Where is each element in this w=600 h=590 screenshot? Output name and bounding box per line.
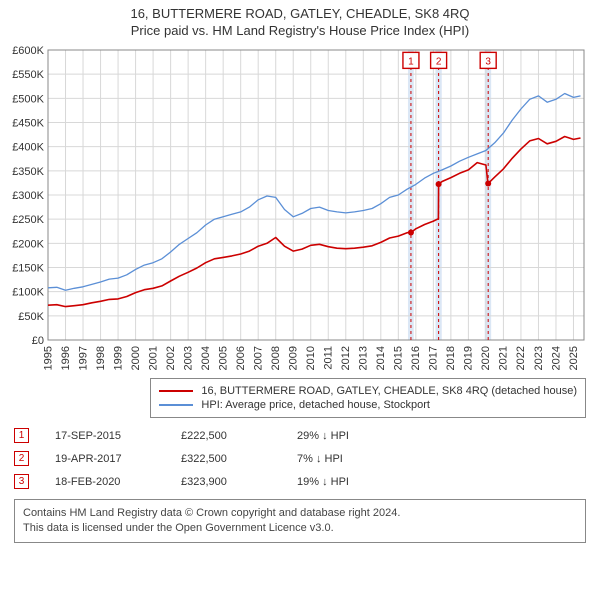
svg-text:2008: 2008	[270, 346, 282, 370]
svg-text:2009: 2009	[288, 346, 300, 370]
svg-text:£350K: £350K	[12, 166, 44, 178]
svg-text:2000: 2000	[130, 346, 142, 370]
svg-text:£50K: £50K	[18, 311, 44, 323]
sales-marker: 1	[14, 428, 29, 443]
svg-text:2003: 2003	[182, 346, 194, 370]
sales-date: 19-APR-2017	[55, 453, 155, 465]
footnote-line-1: Contains HM Land Registry data © Crown c…	[23, 506, 577, 521]
svg-text:1997: 1997	[77, 346, 89, 370]
svg-text:£100K: £100K	[12, 287, 44, 299]
sales-diff: 29% ↓ HPI	[297, 430, 417, 442]
svg-text:2019: 2019	[463, 346, 475, 370]
sales-price: £322,500	[181, 453, 271, 465]
svg-text:£400K: £400K	[12, 142, 44, 154]
sales-price: £222,500	[181, 430, 271, 442]
chart-area: 1 2 3 £0 £50K £100K £150K £200K £250K £300K £350K £…	[0, 42, 600, 372]
svg-text:1998: 1998	[95, 346, 107, 370]
svg-text:2004: 2004	[200, 346, 212, 370]
svg-text:1: 1	[408, 56, 414, 67]
svg-text:2005: 2005	[217, 346, 229, 370]
svg-text:2022: 2022	[515, 346, 527, 370]
svg-text:£300K: £300K	[12, 190, 44, 202]
svg-text:1996: 1996	[60, 346, 72, 370]
svg-text:2020: 2020	[480, 346, 492, 370]
svg-text:£450K: £450K	[12, 118, 44, 130]
svg-text:2011: 2011	[323, 346, 335, 370]
sales-price: £323,900	[181, 476, 271, 488]
svg-text:£600K: £600K	[12, 45, 44, 57]
svg-text:£250K: £250K	[12, 214, 44, 226]
legend-row: HPI: Average price, detached house, Stoc…	[159, 398, 577, 412]
svg-text:3: 3	[485, 56, 491, 67]
sales-row: 3 18-FEB-2020 £323,900 19% ↓ HPI	[14, 470, 600, 493]
svg-text:2021: 2021	[498, 346, 510, 370]
page-container: 16, BUTTERMERE ROAD, GATLEY, CHEADLE, SK…	[0, 0, 600, 543]
legend-label: HPI: Average price, detached house, Stoc…	[201, 399, 430, 411]
svg-text:£200K: £200K	[12, 238, 44, 250]
svg-text:2016: 2016	[410, 346, 422, 370]
sales-row: 2 19-APR-2017 £322,500 7% ↓ HPI	[14, 447, 600, 470]
sales-marker: 3	[14, 474, 29, 489]
price-chart: 1 2 3 £0 £50K £100K £150K £200K £250K £300K £350K £…	[0, 42, 600, 372]
svg-text:2024: 2024	[550, 346, 562, 370]
footnote-box: Contains HM Land Registry data © Crown c…	[14, 499, 586, 543]
svg-text:1995: 1995	[42, 346, 54, 370]
svg-text:£150K: £150K	[12, 263, 44, 275]
legend-swatch	[159, 390, 193, 392]
sales-diff: 19% ↓ HPI	[297, 476, 417, 488]
svg-text:£550K: £550K	[12, 69, 44, 81]
svg-text:2018: 2018	[445, 346, 457, 370]
svg-text:£0: £0	[32, 335, 44, 347]
sales-table: 1 17-SEP-2015 £222,500 29% ↓ HPI 2 19-APR-201…	[14, 424, 600, 493]
svg-text:2001: 2001	[147, 346, 159, 370]
svg-text:2006: 2006	[235, 346, 247, 370]
footnote-line-2: This data is licensed under the Open Gov…	[23, 521, 577, 536]
legend-row: 16, BUTTERMERE ROAD, GATLEY, CHEADLE, SK…	[159, 384, 577, 398]
page-subtitle: Price paid vs. HM Land Registry's House …	[0, 21, 600, 42]
svg-text:£500K: £500K	[12, 93, 44, 105]
svg-text:2023: 2023	[533, 346, 545, 370]
legend-box: 16, BUTTERMERE ROAD, GATLEY, CHEADLE, SK…	[150, 378, 586, 418]
svg-text:2012: 2012	[340, 346, 352, 370]
svg-text:2017: 2017	[428, 346, 440, 370]
legend-swatch	[159, 404, 193, 406]
sales-diff: 7% ↓ HPI	[297, 453, 417, 465]
sales-date: 17-SEP-2015	[55, 430, 155, 442]
svg-text:2: 2	[436, 56, 442, 67]
svg-text:2013: 2013	[358, 346, 370, 370]
sales-marker: 2	[14, 451, 29, 466]
svg-text:2010: 2010	[305, 346, 317, 370]
svg-text:2014: 2014	[375, 346, 387, 370]
svg-text:2007: 2007	[252, 346, 264, 370]
legend-label: 16, BUTTERMERE ROAD, GATLEY, CHEADLE, SK…	[201, 385, 577, 397]
page-title: 16, BUTTERMERE ROAD, GATLEY, CHEADLE, SK…	[0, 0, 600, 21]
sales-date: 18-FEB-2020	[55, 476, 155, 488]
svg-text:2002: 2002	[165, 346, 177, 370]
svg-text:2025: 2025	[568, 346, 580, 370]
svg-text:1999: 1999	[112, 346, 124, 370]
svg-text:2015: 2015	[393, 346, 405, 370]
sales-row: 1 17-SEP-2015 £222,500 29% ↓ HPI	[14, 424, 600, 447]
